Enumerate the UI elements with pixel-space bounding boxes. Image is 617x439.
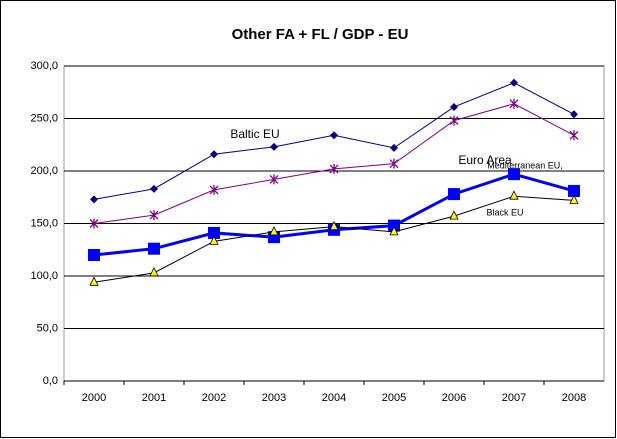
x-tick-label: 2007 <box>502 392 526 404</box>
series-label: Euro Area <box>458 153 512 167</box>
marker <box>329 220 339 231</box>
y-tick-label: 300,0 <box>30 60 58 72</box>
marker <box>510 78 518 87</box>
x-tick-label: 2005 <box>382 392 406 404</box>
x-tick-label: 2000 <box>82 392 106 404</box>
marker <box>508 168 520 181</box>
marker <box>148 242 160 255</box>
x-tick-label: 2006 <box>442 392 466 404</box>
marker <box>329 163 339 174</box>
series-label: Baltic EU <box>230 127 279 141</box>
chart-title: Other FA + FL / GDP - EU <box>232 26 409 43</box>
series-label: Mediterranean EU, <box>487 160 563 170</box>
x-tick-label: 2002 <box>202 392 226 404</box>
y-tick-label: 0,0 <box>43 375 58 387</box>
x-tick-label: 2004 <box>322 392 346 404</box>
marker <box>209 184 219 195</box>
marker <box>149 266 159 277</box>
marker <box>568 184 580 197</box>
marker <box>330 131 338 140</box>
marker <box>90 195 98 204</box>
marker <box>269 226 279 236</box>
marker <box>270 142 278 151</box>
marker <box>569 194 579 204</box>
marker <box>208 226 220 239</box>
marker <box>570 110 578 119</box>
x-tick-label: 2003 <box>262 392 286 404</box>
y-tick-label: 150,0 <box>30 217 58 229</box>
x-tick-label: 2008 <box>562 392 586 404</box>
y-tick-label: 250,0 <box>30 112 58 124</box>
marker <box>89 276 99 286</box>
marker <box>150 184 158 193</box>
marker <box>448 188 460 201</box>
series-label: Black EU <box>486 207 523 217</box>
marker <box>388 219 400 232</box>
marker <box>449 210 459 220</box>
marker <box>149 210 159 221</box>
marker <box>209 235 219 245</box>
marker <box>389 158 399 169</box>
marker <box>390 143 398 152</box>
marker <box>449 115 459 126</box>
y-tick-label: 200,0 <box>30 165 58 177</box>
marker <box>450 102 458 111</box>
marker <box>569 130 579 141</box>
marker <box>89 218 99 229</box>
marker <box>210 150 218 159</box>
marker <box>389 226 399 236</box>
marker <box>509 190 519 200</box>
marker <box>269 174 279 185</box>
marker <box>509 98 519 109</box>
y-tick-label: 50,0 <box>37 322 58 334</box>
x-tick-label: 2001 <box>142 392 166 404</box>
marker <box>88 249 100 261</box>
y-tick-label: 100,0 <box>30 270 58 282</box>
